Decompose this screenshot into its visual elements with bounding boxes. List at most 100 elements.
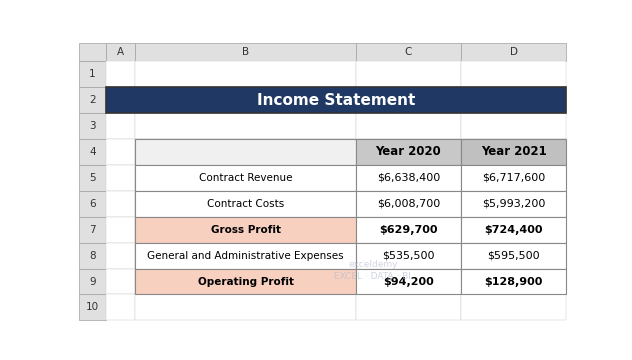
- Text: $94,200: $94,200: [383, 276, 434, 287]
- Bar: [356, 113, 461, 139]
- Text: 6: 6: [89, 199, 96, 209]
- Bar: [135, 87, 356, 113]
- Bar: [135, 191, 356, 217]
- Text: $5,993,200: $5,993,200: [482, 199, 545, 209]
- Bar: [79, 139, 106, 165]
- Bar: [79, 243, 106, 269]
- Bar: [356, 165, 461, 191]
- Bar: [461, 165, 566, 191]
- Bar: [135, 61, 356, 87]
- Bar: [135, 113, 356, 139]
- Bar: [106, 43, 135, 61]
- Bar: [461, 43, 566, 61]
- Bar: [356, 294, 461, 320]
- Bar: [461, 243, 566, 269]
- Text: $535,500: $535,500: [382, 251, 435, 261]
- Bar: [135, 269, 356, 294]
- Bar: [356, 269, 461, 294]
- Bar: [461, 191, 566, 217]
- Bar: [135, 139, 356, 165]
- Text: 9: 9: [89, 276, 96, 287]
- Text: $629,700: $629,700: [379, 225, 437, 235]
- Bar: [79, 269, 106, 294]
- Bar: [461, 113, 566, 139]
- Bar: [356, 139, 461, 165]
- Bar: [106, 243, 135, 269]
- Bar: [461, 294, 566, 320]
- Text: General and Administrative Expenses: General and Administrative Expenses: [147, 251, 344, 261]
- Bar: [356, 217, 461, 243]
- Text: 3: 3: [89, 121, 96, 131]
- Bar: [135, 165, 356, 191]
- Bar: [79, 294, 106, 320]
- Bar: [461, 87, 566, 113]
- Bar: [356, 61, 461, 87]
- Bar: [356, 139, 461, 165]
- Text: $128,900: $128,900: [485, 276, 543, 287]
- Bar: [356, 243, 461, 269]
- Text: 7: 7: [89, 225, 96, 235]
- Text: Contract Costs: Contract Costs: [207, 199, 284, 209]
- Bar: [135, 191, 356, 217]
- Bar: [461, 191, 566, 217]
- Bar: [106, 113, 135, 139]
- Bar: [135, 217, 356, 243]
- Bar: [356, 269, 461, 294]
- Bar: [461, 243, 566, 269]
- Bar: [135, 294, 356, 320]
- Bar: [356, 87, 461, 113]
- Text: $6,638,400: $6,638,400: [377, 173, 440, 183]
- Bar: [106, 294, 135, 320]
- Bar: [461, 139, 566, 165]
- Bar: [79, 87, 106, 113]
- Text: $6,717,600: $6,717,600: [482, 173, 545, 183]
- Text: 4: 4: [89, 147, 96, 157]
- Bar: [79, 191, 106, 217]
- Text: Income Statement: Income Statement: [257, 93, 415, 108]
- Text: 8: 8: [89, 251, 96, 261]
- Bar: [79, 217, 106, 243]
- Bar: [106, 217, 135, 243]
- Bar: [356, 165, 461, 191]
- Text: Gross Profit: Gross Profit: [210, 225, 281, 235]
- Bar: [135, 217, 356, 243]
- Bar: [461, 139, 566, 165]
- Text: exceldemy
EXCEL · DATA · BI: exceldemy EXCEL · DATA · BI: [334, 260, 411, 281]
- Bar: [461, 165, 566, 191]
- Bar: [106, 165, 135, 191]
- Text: Operating Profit: Operating Profit: [198, 276, 293, 287]
- Bar: [106, 139, 135, 165]
- Bar: [356, 191, 461, 217]
- Bar: [106, 61, 135, 87]
- Bar: [461, 217, 566, 243]
- Text: 10: 10: [86, 302, 99, 312]
- Text: D: D: [509, 47, 518, 57]
- Bar: [356, 43, 461, 61]
- Bar: [356, 191, 461, 217]
- Bar: [135, 165, 356, 191]
- Text: $595,500: $595,500: [487, 251, 540, 261]
- Bar: [461, 269, 566, 294]
- Bar: [106, 87, 135, 113]
- Text: Contract Revenue: Contract Revenue: [199, 173, 292, 183]
- Bar: [79, 113, 106, 139]
- Bar: [135, 269, 356, 294]
- Bar: [106, 269, 135, 294]
- Bar: [135, 139, 356, 165]
- Text: $6,008,700: $6,008,700: [377, 199, 440, 209]
- Text: $724,400: $724,400: [485, 225, 543, 235]
- Text: A: A: [117, 47, 125, 57]
- Text: Year 2020: Year 2020: [375, 145, 441, 158]
- Bar: [461, 217, 566, 243]
- Bar: [461, 269, 566, 294]
- Bar: [135, 43, 356, 61]
- Bar: [461, 61, 566, 87]
- Text: C: C: [404, 47, 412, 57]
- Bar: [79, 43, 106, 61]
- Bar: [135, 243, 356, 269]
- Bar: [106, 87, 566, 113]
- Bar: [356, 243, 461, 269]
- Text: 5: 5: [89, 173, 96, 183]
- Bar: [79, 165, 106, 191]
- Text: Year 2021: Year 2021: [481, 145, 547, 158]
